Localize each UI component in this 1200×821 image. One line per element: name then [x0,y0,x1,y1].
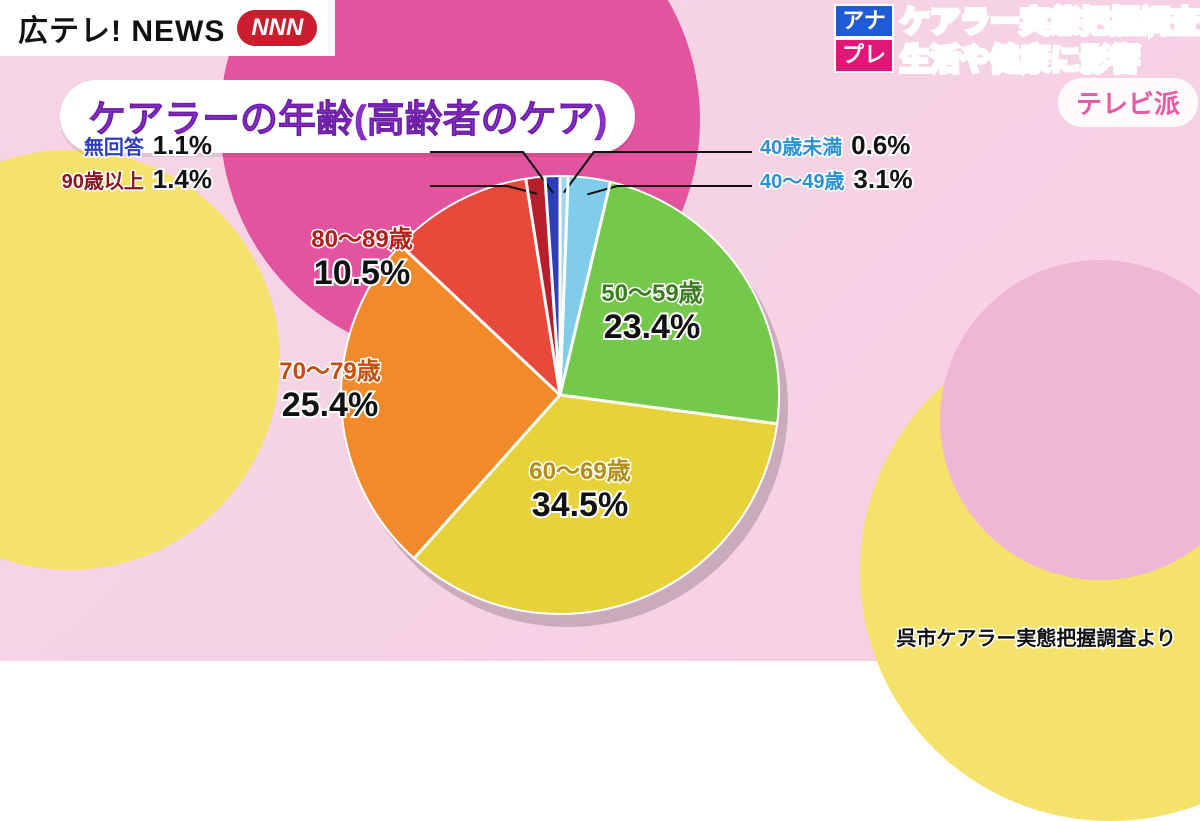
headline-block: アナ プレ ケアラー実態把握調査 生活や健康に影響 [834,4,1200,79]
headline-line1: ケアラー実態把握調査 [900,4,1200,42]
headline-line2: 生活や健康に影響 [900,42,1200,80]
chart-title: ケアラーの年齢(高齢者のケア) [60,80,635,153]
pie-chart [340,175,780,615]
pie-body [340,175,780,615]
tag-top: アナ [834,4,894,38]
nnn-badge: NNN [237,10,317,46]
source-footnote: 呉市ケアラー実態把握調査より [896,622,1176,651]
tag-bottom: プレ [834,38,894,72]
segment-tag: アナ プレ [834,4,894,73]
logo-text: 広テレ! NEWS [18,6,225,50]
headline-text: ケアラー実態把握調査 生活や健康に影響 [900,4,1200,79]
station-logo: 広テレ! NEWS NNN [0,0,335,56]
channel-pill: テレビ派 [1058,78,1198,127]
